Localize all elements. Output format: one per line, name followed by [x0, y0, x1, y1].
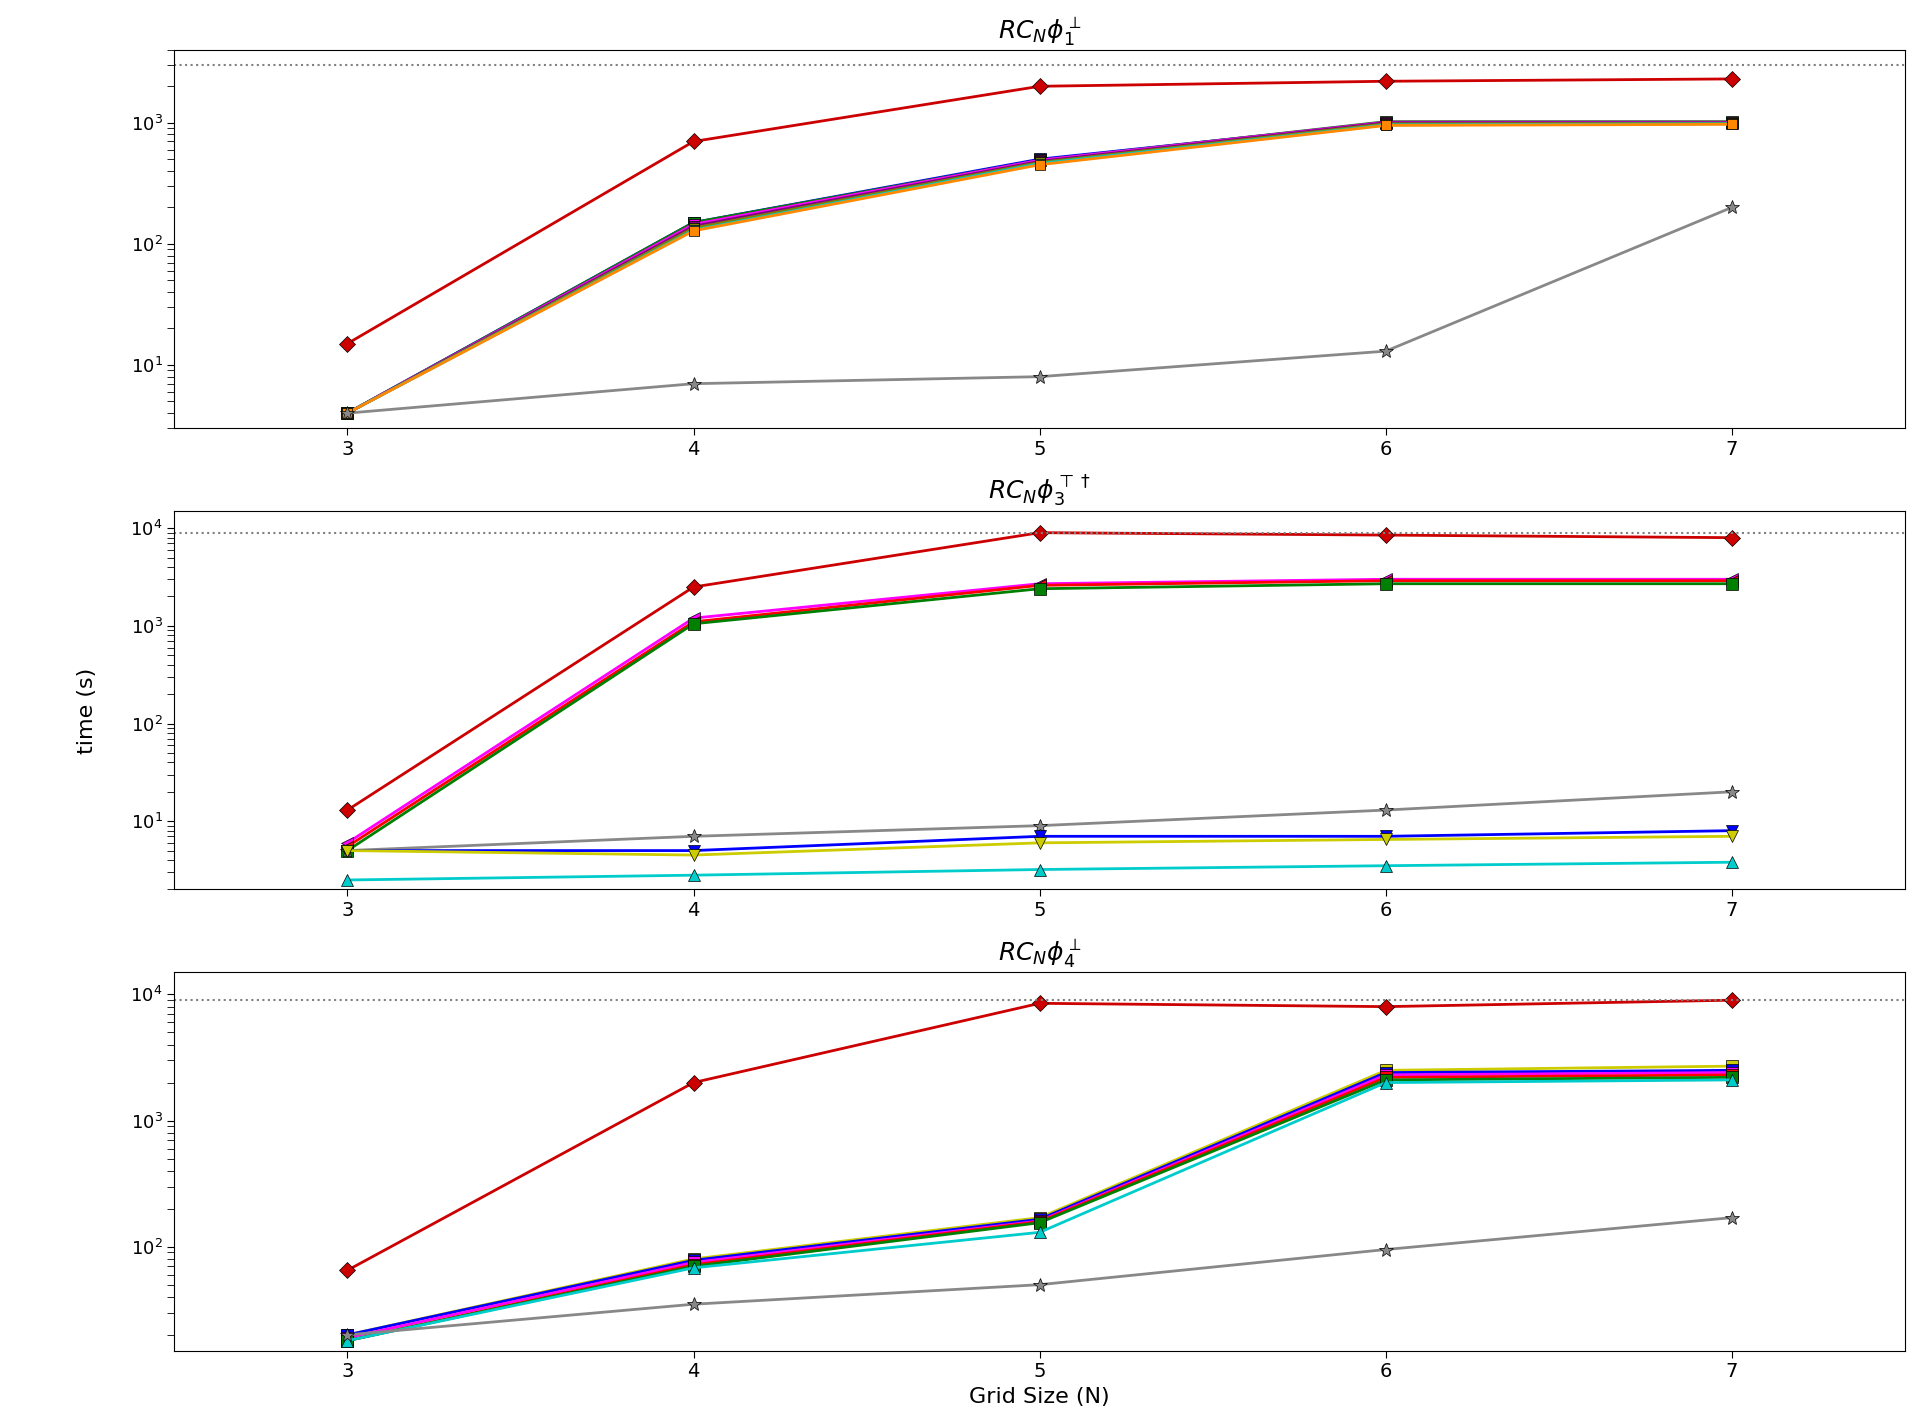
Text: time (s): time (s)	[77, 668, 96, 754]
Title: $RC_N\phi_1^\perp$: $RC_N\phi_1^\perp$	[998, 16, 1081, 48]
X-axis label: Grid Size (N): Grid Size (N)	[970, 1386, 1110, 1406]
Title: $RC_N\phi_3^{\top\dagger}$: $RC_N\phi_3^{\top\dagger}$	[989, 474, 1091, 509]
Title: $RC_N\phi_4^\perp$: $RC_N\phi_4^\perp$	[998, 937, 1081, 970]
